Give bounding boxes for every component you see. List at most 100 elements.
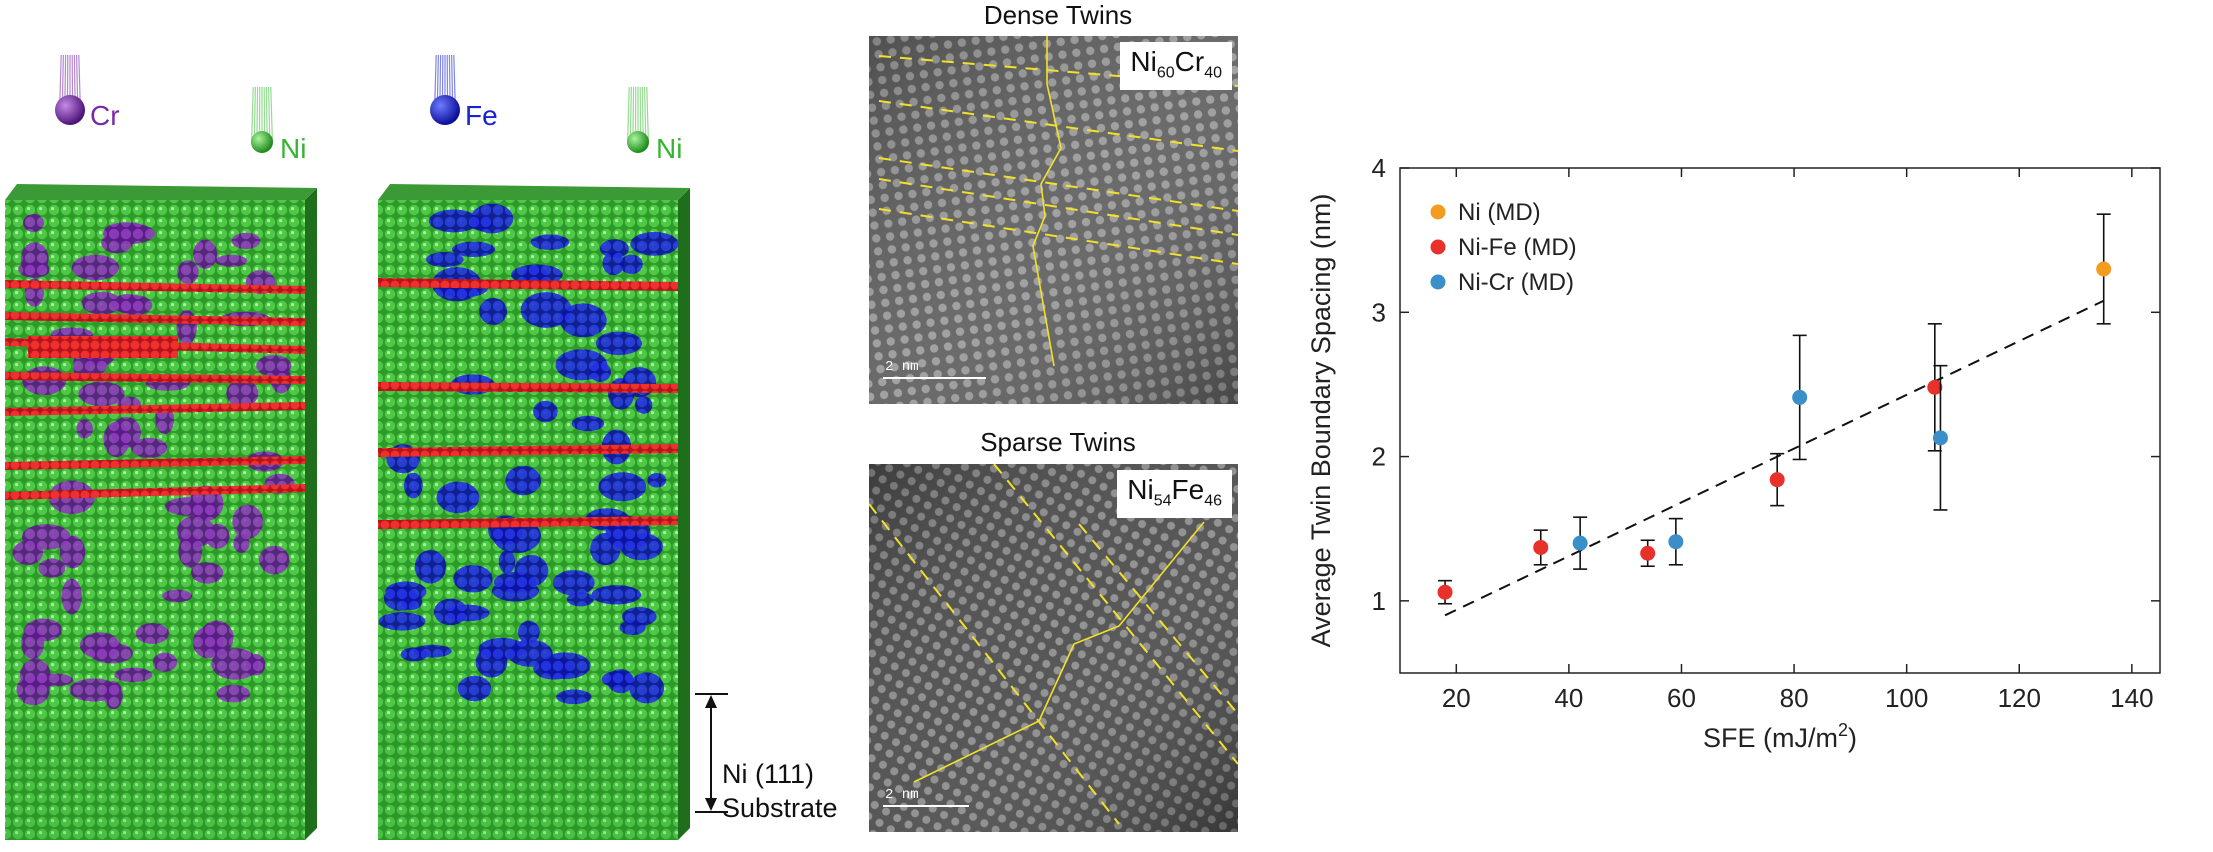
data-point (1573, 536, 1588, 551)
ni-atom-icon-right-sphere (627, 131, 649, 153)
tem-dense-overlay (869, 36, 1238, 404)
solute-cluster (479, 298, 507, 325)
substrate-label-line2: Substrate (722, 791, 838, 825)
data-point (1640, 546, 1655, 561)
ni-label-right: Ni (656, 133, 682, 165)
solute-cluster (62, 579, 82, 615)
motion-streak (271, 87, 273, 142)
y-tick-label: 2 (1372, 442, 1386, 472)
solute-cluster (36, 674, 73, 687)
data-point (1933, 430, 1948, 445)
tem-sparse-sub1: 54 (1154, 493, 1172, 510)
arrow-head-down (705, 798, 717, 811)
y-tick-label: 1 (1372, 586, 1386, 616)
legend-label: Ni (MD) (1458, 199, 1541, 226)
solute-cluster (505, 466, 541, 495)
tem-dense-sub2: 40 (1204, 65, 1222, 82)
column-side-face (305, 188, 317, 840)
tem-sparse-overlay (869, 464, 1238, 832)
solute-cluster (598, 472, 646, 501)
solute-cluster (81, 292, 122, 315)
solute-cluster (232, 233, 261, 249)
solute-cluster (572, 416, 605, 431)
solute-cluster (39, 559, 66, 578)
tem-bottom-title: Sparse Twins (873, 427, 1243, 458)
tem-image-sparse: Ni54Fe46 2 nm (869, 464, 1238, 832)
legend-marker (1431, 240, 1446, 255)
x-axis-label-end: ) (1848, 723, 1857, 753)
legend-marker (1431, 205, 1446, 220)
data-point (1770, 472, 1785, 487)
data-point (1438, 585, 1453, 600)
tem-sparse-el1: Ni (1127, 474, 1153, 505)
ni-atom-icon-left (251, 87, 273, 153)
motion-streak (252, 87, 254, 142)
solute-cluster (259, 546, 289, 575)
nicr-column (5, 184, 317, 840)
solute-cluster (22, 524, 71, 549)
solute-cluster (136, 623, 169, 644)
motion-streak (628, 87, 630, 142)
arrow-head-up (705, 695, 717, 708)
cr-atom-icon-sphere (55, 95, 85, 125)
solute-cluster (499, 550, 516, 573)
solute-cluster (590, 533, 620, 565)
solute-cluster (629, 672, 664, 703)
tem-top-title: Dense Twins (873, 0, 1243, 31)
solute-cluster (217, 685, 251, 702)
solute-cluster (429, 210, 479, 233)
x-tick-label: 60 (1667, 683, 1696, 713)
solute-cluster (233, 533, 249, 553)
solute-cluster (21, 242, 49, 275)
tem-dense-scale-label: 2 nm (885, 359, 919, 375)
solute-cluster (177, 260, 198, 283)
solute-cluster (385, 581, 426, 601)
solute-cluster (193, 627, 223, 659)
solute-cluster (521, 292, 572, 328)
motion-streak (647, 87, 649, 142)
data-point (2096, 262, 2111, 277)
data-point (1668, 534, 1683, 549)
twin-boundary-band (28, 336, 178, 358)
solute-cluster (114, 668, 152, 682)
cr-atom-icon (55, 55, 85, 125)
solute-cluster (556, 690, 591, 705)
column-top-face (5, 184, 317, 200)
solute-cluster (205, 524, 229, 549)
solute-cluster (215, 255, 247, 267)
substrate-shade (378, 720, 678, 840)
solute-cluster (591, 585, 641, 604)
legend-label: Ni-Fe (MD) (1458, 234, 1577, 261)
tem-sparse-scale-label: 2 nm (885, 787, 919, 803)
solute-cluster (226, 379, 258, 407)
solute-cluster (177, 310, 197, 344)
tem-dense-el1: Ni (1130, 46, 1156, 77)
solute-cluster (567, 592, 594, 606)
solute-cluster (116, 295, 152, 315)
md-simulation-panel: Cr Ni Fe Ni Ni (111) Substrate (0, 0, 860, 847)
solute-cluster (553, 570, 595, 595)
solute-cluster (445, 605, 489, 622)
tem-dense-composition: Ni60Cr40 (1120, 42, 1232, 90)
ni-atom-icon-right (627, 87, 649, 153)
solute-cluster (103, 422, 129, 457)
substrate-label-line1: Ni (111) (722, 757, 838, 791)
ni-atom-icon-left-sphere (251, 131, 273, 153)
x-axis-label-sup: 2 (1838, 720, 1848, 740)
solute-cluster (426, 252, 464, 267)
solute-cluster (193, 239, 217, 268)
solute-cluster (453, 565, 492, 592)
tem-dense-el2: Cr (1175, 46, 1205, 77)
tem-sparse-el2: Fe (1172, 474, 1205, 505)
solute-cluster (90, 643, 133, 664)
nife-column (378, 184, 690, 840)
solute-cluster (72, 255, 119, 281)
solute-cluster (635, 396, 652, 414)
tem-dense-sub1: 60 (1157, 65, 1175, 82)
solute-cluster (415, 550, 446, 584)
fe-atom-icon (430, 55, 460, 125)
x-tick-label: 80 (1780, 683, 1809, 713)
md-columns-graphic (0, 0, 860, 847)
data-point (1792, 390, 1807, 405)
